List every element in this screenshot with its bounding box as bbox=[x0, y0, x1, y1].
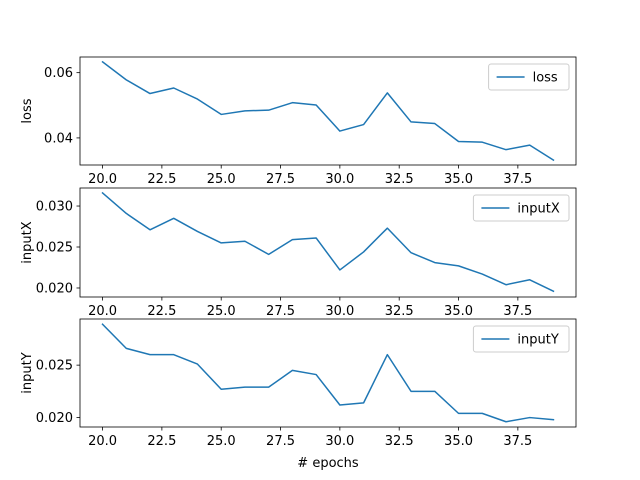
y-tick-label: 0.06 bbox=[44, 66, 73, 81]
x-tick-label: 20.0 bbox=[88, 434, 117, 449]
series-line-loss bbox=[101, 60, 555, 162]
y-axis-label: inputX bbox=[20, 221, 35, 263]
x-tick-label: 30.0 bbox=[325, 172, 354, 187]
x-tick-label: 25.0 bbox=[207, 304, 236, 319]
axes-frame bbox=[79, 56, 577, 166]
axes-frame bbox=[79, 318, 577, 428]
y-tick-label: 0.030 bbox=[36, 200, 73, 215]
x-tick-label: 32.5 bbox=[385, 172, 414, 187]
y-tick-label: 0.025 bbox=[36, 241, 73, 256]
x-tick-label: 32.5 bbox=[385, 304, 414, 319]
x-tick-label: 35.0 bbox=[444, 434, 473, 449]
x-tick-label: 37.5 bbox=[503, 172, 532, 187]
series-line-inputX bbox=[101, 191, 555, 293]
x-tick-label: 25.0 bbox=[207, 434, 236, 449]
legend-label: inputY bbox=[517, 333, 558, 348]
subplot-1: 20.0 22.5 25.0 27.5 30.0 32.5 35.0 37.5 0.04 0.06… bbox=[20, 56, 577, 187]
x-axis-label: # epochs bbox=[297, 456, 359, 471]
x-tick-label: 32.5 bbox=[385, 434, 414, 449]
y-tick-label: 0.04 bbox=[44, 131, 73, 146]
x-tick-label: 20.0 bbox=[88, 172, 117, 187]
x-tick-label: 25.0 bbox=[207, 172, 236, 187]
legend-box bbox=[488, 63, 570, 91]
y-tick-label: 0.025 bbox=[36, 359, 73, 374]
x-tick-label: 22.5 bbox=[147, 304, 176, 319]
subplot-3: 20.0 22.5 25.0 27.5 30.0 32.5 35.0 37.5 0.020 0.0… bbox=[20, 318, 577, 471]
legend-box bbox=[472, 325, 570, 353]
x-tick-label: 30.0 bbox=[325, 304, 354, 319]
x-tick-label: 30.0 bbox=[325, 434, 354, 449]
y-tick-label: 0.020 bbox=[36, 411, 73, 426]
y-tick-label: 0.020 bbox=[36, 281, 73, 296]
x-tick-label: 20.0 bbox=[88, 304, 117, 319]
x-tick-label: 22.5 bbox=[147, 172, 176, 187]
legend-label: inputX bbox=[517, 202, 559, 217]
x-tick-label: 35.0 bbox=[444, 172, 473, 187]
legend: inputX bbox=[472, 194, 570, 222]
x-tick-label: 22.5 bbox=[147, 434, 176, 449]
axes-frame bbox=[79, 187, 577, 298]
subplot-2: 20.0 22.5 25.0 27.5 30.0 32.5 35.0 37.5 0.020 0.0… bbox=[20, 187, 577, 319]
x-tick-label: 35.0 bbox=[444, 304, 473, 319]
legend: inputY bbox=[472, 325, 570, 353]
series-line-inputY bbox=[101, 323, 555, 423]
x-tick-label: 27.5 bbox=[266, 304, 295, 319]
legend-label: loss bbox=[533, 71, 558, 86]
legend: loss bbox=[488, 63, 570, 91]
x-tick-label: 37.5 bbox=[503, 434, 532, 449]
y-axis-label: loss bbox=[20, 98, 35, 123]
y-axis-label: inputY bbox=[20, 352, 35, 393]
x-tick-label: 27.5 bbox=[266, 172, 295, 187]
x-tick-label: 27.5 bbox=[266, 434, 295, 449]
x-tick-label: 37.5 bbox=[503, 304, 532, 319]
legend-box bbox=[472, 194, 570, 222]
